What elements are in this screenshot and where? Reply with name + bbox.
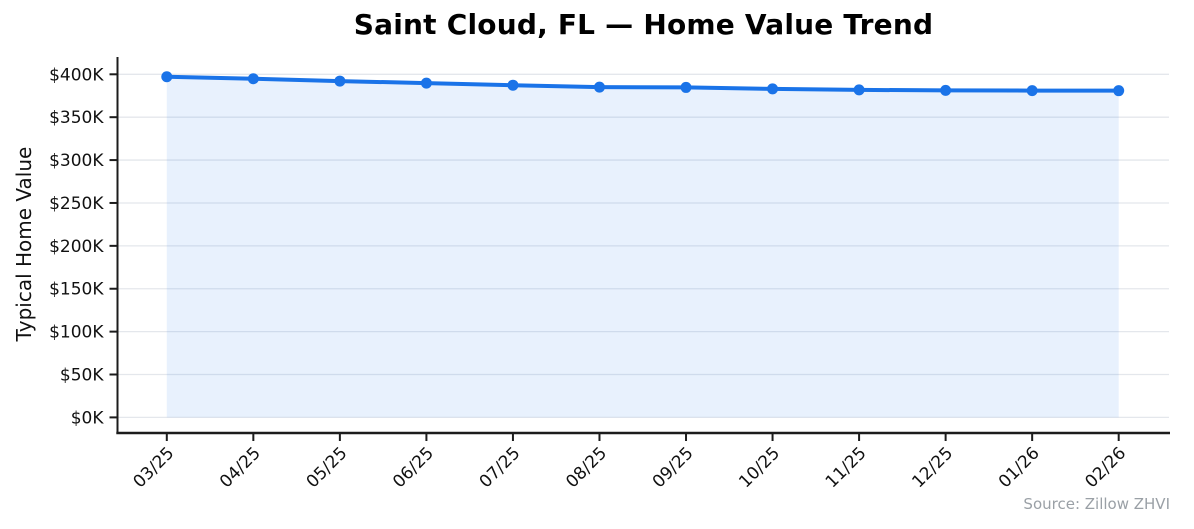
x-tick-label: 02/26 [1081, 443, 1130, 492]
x-tick-label: 07/25 [476, 443, 525, 492]
y-tick-label: $350K [49, 108, 104, 128]
data-point [767, 83, 779, 95]
chart-title: Saint Cloud, FL — Home Value Trend [353, 8, 934, 41]
x-tick-label: 06/25 [389, 443, 438, 492]
data-point [853, 84, 865, 96]
data-point [507, 79, 519, 91]
y-tick-label: $0K [71, 408, 105, 428]
data-point [593, 81, 605, 93]
x-tick-label: 05/25 [303, 443, 352, 492]
x-tick-label: 10/25 [735, 443, 784, 492]
data-point [161, 71, 173, 83]
x-tick-label: 12/25 [908, 443, 957, 492]
x-tick-label: 08/25 [562, 443, 611, 492]
data-point [247, 73, 259, 85]
x-tick-label: 03/25 [130, 443, 179, 492]
y-tick-label: $150K [49, 280, 104, 300]
data-point [1113, 85, 1125, 97]
data-point [334, 75, 346, 87]
data-point [680, 81, 692, 93]
data-point [1026, 85, 1038, 97]
source-note: Source: Zillow ZHVI [1023, 495, 1170, 513]
y-tick-label: $100K [49, 323, 104, 343]
y-tick-label: $250K [49, 194, 104, 214]
x-tick-label: 09/25 [649, 443, 698, 492]
x-tick-label: 11/25 [822, 443, 871, 492]
trend-line [164, 74, 1121, 93]
data-point [940, 84, 952, 96]
x-tick-label: 01/26 [995, 443, 1044, 492]
y-tick-label: $200K [49, 237, 104, 257]
y-tick-label: $300K [49, 151, 104, 171]
y-tick-label: $50K [60, 366, 104, 386]
y-tick-label: $400K [49, 65, 104, 85]
area-fill [166, 76, 1119, 418]
x-tick-label: 04/25 [216, 443, 265, 492]
data-point [420, 77, 432, 89]
